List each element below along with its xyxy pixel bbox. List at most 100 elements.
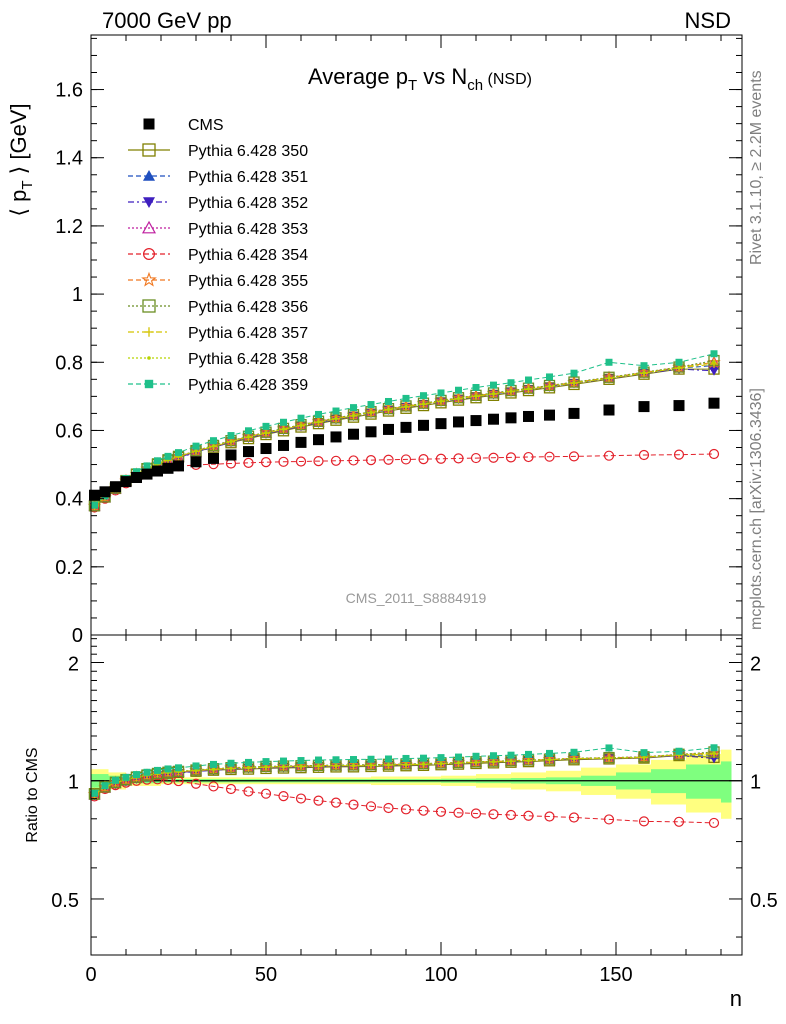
cms-data-point — [173, 460, 184, 472]
ratio-series-9-point — [605, 744, 613, 752]
ratio-series-4-point — [603, 814, 615, 825]
series-9-point — [350, 404, 357, 412]
legend-label: Pythia 6.428 356 — [188, 299, 308, 316]
cms-data-point — [152, 465, 163, 477]
series-8-point — [677, 365, 681, 370]
ratio-series-9-point — [570, 748, 578, 756]
series-9-point — [490, 381, 497, 389]
series-8-point — [572, 380, 576, 385]
legend-label: Pythia 6.428 352 — [188, 195, 308, 212]
ratio-series-4-point — [225, 783, 237, 795]
y-tick-label: 0.6 — [55, 420, 83, 442]
ratio-series-8-point — [712, 751, 716, 755]
x-tick-label: 50 — [255, 964, 277, 986]
y-tick-label: 0 — [72, 625, 83, 647]
series-8-point — [607, 376, 611, 380]
ratio-y-tick-label-right: 1 — [750, 772, 761, 794]
y-tick-label: 0.8 — [55, 352, 83, 374]
ratio-series-4-point — [330, 797, 342, 808]
cms-data-point — [131, 472, 142, 483]
cms-data-point — [89, 489, 100, 501]
ratio-series-9-point — [640, 749, 648, 757]
cms-data-point — [453, 416, 464, 428]
ratio-y-tick-label-right: 0.5 — [750, 890, 778, 912]
cms-data-point — [638, 401, 650, 413]
legend-item-5: Pythia 6.428 355 — [128, 271, 308, 290]
series-9-point — [472, 384, 480, 391]
series-8-point — [547, 384, 552, 388]
ratio-series-8-point — [526, 758, 531, 763]
legend-item-8: Pythia 6.428 358 — [128, 351, 308, 368]
ratio-series-9-point — [546, 749, 553, 757]
ratio-series-4-point — [544, 811, 555, 822]
y-tick-label: 0.4 — [55, 489, 83, 511]
y-tick-label: 1 — [72, 284, 83, 306]
ratio-series-8-point — [334, 763, 338, 768]
main-panel: 0 0.2 0.4 0.6 0.8 1 1.2 1.4 1.6 — [55, 34, 743, 647]
series-9-point — [402, 394, 410, 402]
ratio-series-8-point — [351, 763, 356, 768]
series-9-point — [315, 410, 322, 418]
series-4-point — [505, 452, 517, 463]
ratio-series-9-point — [280, 757, 287, 765]
series-4-point — [673, 449, 685, 460]
series-4-point — [544, 451, 555, 462]
series-4-point — [330, 455, 342, 466]
cms-data-point — [225, 449, 237, 461]
series-8-point — [642, 371, 646, 375]
legend-marker — [144, 379, 154, 389]
ratio-series-4-point — [488, 809, 499, 820]
series-8-point — [421, 402, 426, 406]
series-8-point — [369, 410, 373, 415]
legend-item-6: Pythia 6.428 356 — [128, 299, 308, 316]
series-9-point — [245, 427, 252, 435]
series-9-point — [143, 462, 151, 470]
legend-marker — [143, 170, 155, 181]
ratio-series-8-point — [369, 763, 373, 767]
series-9-point — [385, 397, 392, 405]
ratio-series-9-point — [245, 758, 252, 766]
series-4-point — [383, 454, 394, 465]
legend-item-9: Pythia 6.428 359 — [128, 377, 308, 394]
ratio-series-9-point — [164, 765, 172, 773]
ratio-series-4-point — [365, 801, 377, 812]
ratio-y-tick-label-right: 2 — [750, 654, 761, 676]
ratio-series-9-point — [227, 759, 235, 767]
series-4-point — [568, 451, 580, 462]
y-tick-label: 1.4 — [55, 148, 83, 170]
series-8-point — [456, 396, 461, 401]
ratio-series-4-point — [243, 786, 254, 797]
ratio-series-4-point — [418, 805, 429, 816]
ratio-series-9-point — [175, 764, 182, 772]
series-6-point — [88, 500, 101, 512]
series-9-point — [164, 452, 172, 460]
series-8-point — [334, 416, 338, 421]
series-9-point — [154, 457, 161, 465]
ratio-series-8-point — [491, 759, 496, 764]
ratio-series-layer — [87, 744, 721, 829]
cms-data-point — [523, 410, 534, 422]
legend-item-7: Pythia 6.428 357 — [128, 325, 308, 342]
series-4-point — [603, 450, 615, 461]
series-9-point — [133, 468, 140, 476]
ratio-series-4-point — [295, 793, 307, 804]
ratio-series-9-point — [192, 762, 200, 770]
ratio-series-9-point — [385, 755, 392, 763]
y-tick-label: 1.6 — [55, 80, 83, 102]
series-4-point — [638, 449, 650, 461]
series-9-point — [297, 414, 305, 422]
x-axis-title: n — [730, 986, 742, 1011]
cms-data-point — [568, 407, 580, 419]
series-4-point — [488, 452, 499, 463]
ratio-ticks: 0.5 0.5 1 1 2 2 0 50 100 150 — [51, 635, 778, 986]
ratio-series-8-point — [211, 767, 216, 772]
legend-item-4: Pythia 6.428 354 — [128, 247, 308, 264]
series-4-point — [708, 448, 720, 460]
series-9-point — [332, 407, 340, 415]
cms-data-point — [208, 452, 219, 464]
ratio-series-8-point — [264, 765, 268, 769]
legend-marker — [142, 143, 156, 157]
legend-marker — [147, 356, 151, 360]
cms-data-point — [330, 431, 342, 443]
